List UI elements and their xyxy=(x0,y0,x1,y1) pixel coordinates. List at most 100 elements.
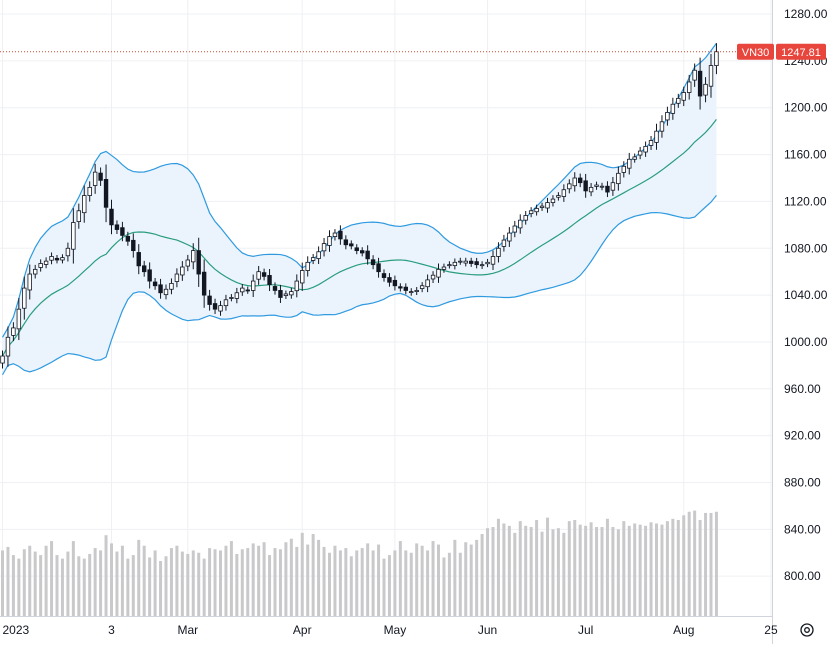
volume-bar xyxy=(398,541,402,616)
candle-body xyxy=(474,261,479,266)
candle-body xyxy=(250,280,256,291)
volume-bar xyxy=(469,544,473,616)
volume-bar xyxy=(371,550,375,616)
candle-body xyxy=(289,291,294,296)
candle-body xyxy=(60,257,65,261)
candle-body xyxy=(398,286,403,289)
price-tick-label: 1280.00 xyxy=(784,7,828,21)
candle-body xyxy=(507,232,512,242)
volume-bar xyxy=(486,528,490,616)
candle-body xyxy=(92,171,98,186)
volume-bar xyxy=(344,548,348,616)
volume-bar xyxy=(518,521,522,616)
volume-bar xyxy=(475,539,479,616)
bollinger-fill xyxy=(2,43,717,375)
volume-bar xyxy=(698,519,702,616)
candle-body xyxy=(229,297,234,299)
volume-bar xyxy=(404,550,408,616)
volume-bars xyxy=(1,510,718,616)
volume-bar xyxy=(600,526,604,616)
volume-bar xyxy=(464,542,468,616)
volume-bar xyxy=(671,518,675,616)
candle-body xyxy=(523,215,528,221)
volume-bar xyxy=(567,521,571,616)
volume-bar xyxy=(110,543,113,616)
symbol-label: VN30 xyxy=(742,47,770,59)
volume-bar xyxy=(556,528,560,616)
candle-body xyxy=(556,195,561,198)
candle-body xyxy=(572,177,577,187)
gear-icon[interactable] xyxy=(797,620,817,640)
volume-bar xyxy=(660,524,664,616)
price-tick-label: 840.00 xyxy=(784,522,821,536)
candle-body xyxy=(539,205,545,208)
candle-body xyxy=(463,260,468,264)
volume-bar xyxy=(289,538,293,616)
volume-bar xyxy=(496,518,500,616)
volume-bar xyxy=(273,548,277,616)
volume-bar xyxy=(262,542,266,616)
volume-bar xyxy=(202,558,206,616)
candle-body xyxy=(458,260,463,263)
candle-body xyxy=(5,336,11,357)
candle-body xyxy=(103,179,109,208)
bollinger-basis xyxy=(1,118,717,357)
candle-body xyxy=(659,121,665,132)
volume-bar xyxy=(82,558,86,616)
volume-bar xyxy=(159,560,163,616)
volume-bar xyxy=(257,545,261,616)
volume-bar xyxy=(431,541,435,616)
volume-bar xyxy=(611,526,615,616)
price-label: VN30 1247.81 xyxy=(737,43,826,60)
time-axis[interactable]: 2023 3 Mar Apr May Jun Jul Aug 25 xyxy=(3,623,778,637)
candle-body xyxy=(174,273,180,282)
volume-bar xyxy=(546,517,549,616)
candle-body xyxy=(414,290,419,293)
candle-body xyxy=(670,103,676,114)
candle-body xyxy=(131,239,136,252)
candle-body xyxy=(272,286,278,291)
candle-body xyxy=(528,210,534,215)
volume-bar xyxy=(142,545,146,616)
candle-body xyxy=(245,289,250,292)
candle-body xyxy=(321,243,327,252)
volume-bar xyxy=(622,521,626,616)
volume-bar xyxy=(88,553,92,616)
candle-body xyxy=(381,273,387,278)
candle-body xyxy=(196,250,201,275)
volume-bar xyxy=(714,511,718,616)
candle-body xyxy=(27,273,32,291)
price-tick-label: 880.00 xyxy=(784,475,821,489)
candle-body xyxy=(43,260,49,265)
candle-body xyxy=(152,281,158,287)
candle-body xyxy=(87,186,92,196)
candle-body xyxy=(468,260,474,264)
volume-bar xyxy=(578,524,582,616)
volume-bar xyxy=(502,523,506,616)
volume-bar xyxy=(442,557,446,616)
candle-body xyxy=(38,263,43,268)
volume-bar xyxy=(164,556,168,616)
volume-bar xyxy=(589,522,593,616)
volume-bar xyxy=(447,552,451,616)
volume-bar xyxy=(268,555,272,616)
time-tick-label: 2023 xyxy=(3,623,30,637)
candle-body xyxy=(583,180,588,192)
volume-bar xyxy=(480,534,484,616)
volume-bar xyxy=(11,555,15,616)
volume-bar xyxy=(415,543,419,616)
price-tick-label: 920.00 xyxy=(784,429,821,443)
candle-body xyxy=(109,208,114,226)
time-tick-label: Mar xyxy=(177,623,198,637)
volume-bar xyxy=(393,550,397,616)
candle-body xyxy=(441,266,447,270)
candle-body xyxy=(354,247,359,252)
volume-bar xyxy=(665,521,669,616)
candle-body xyxy=(300,270,305,284)
candle-body xyxy=(370,259,376,266)
last-price-badge xyxy=(776,43,826,60)
candle-body xyxy=(267,275,272,285)
